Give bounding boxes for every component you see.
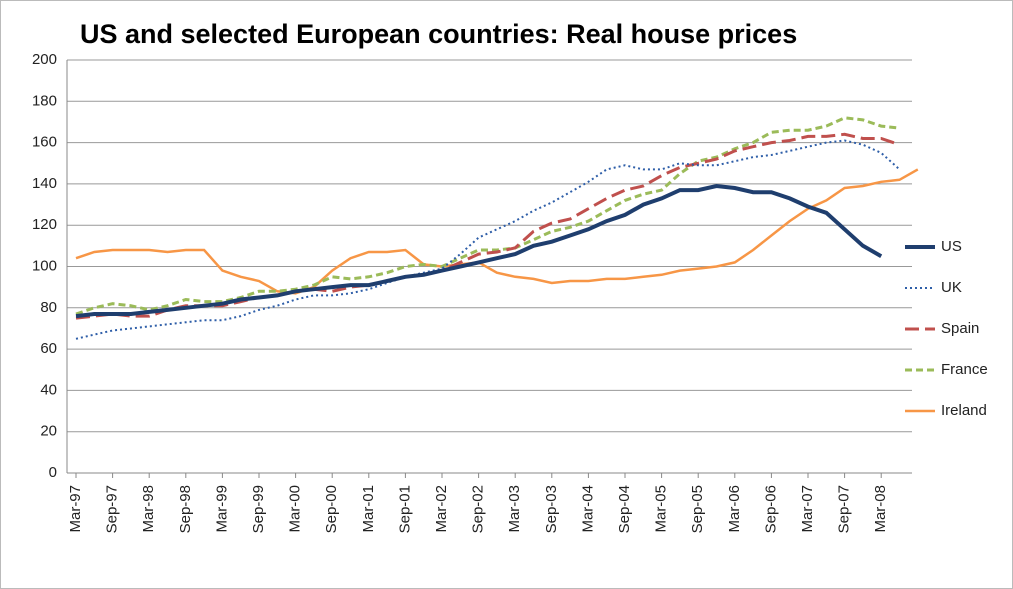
y-tick-label: 0 [49,464,57,481]
x-tick-label: Mar-97 [67,485,84,533]
y-tick-label: 160 [32,134,57,151]
x-tick-label: Mar-01 [360,485,377,533]
x-tick-label: Mar-05 [653,485,670,533]
x-tick-label: Sep-00 [323,485,340,533]
chart-title: US and selected European countries: Real… [80,19,797,49]
x-tick-label: Mar-08 [872,485,889,533]
x-tick-label: Sep-01 [396,485,413,533]
x-tick-label: Sep-04 [616,485,633,533]
y-tick-label: 140 [32,175,57,192]
series-line [75,139,901,340]
x-tick-label: Sep-07 [836,485,853,533]
x-tick-label: Mar-04 [579,485,596,533]
series-line [75,116,900,316]
series-line [75,168,919,295]
x-tick-label: Sep-02 [470,485,487,533]
legend-label: US [941,238,962,255]
y-tick-label: 120 [32,216,57,233]
x-tick-label: Mar-99 [213,485,230,533]
x-tick-label: Mar-02 [433,485,450,533]
x-tick-label: Sep-05 [689,485,706,533]
x-tick-label: Mar-98 [140,485,157,533]
y-tick-label: 200 [32,51,57,68]
legend-label: UK [941,279,962,296]
legend-label: France [941,361,988,378]
y-tick-label: 40 [40,381,57,398]
y-tick-label: 20 [40,423,57,440]
series-line [75,183,883,319]
x-tick-label: Sep-99 [250,485,267,533]
y-tick-label: 100 [32,257,57,274]
x-tick-label: Sep-03 [543,485,560,533]
y-tick-label: 80 [40,299,57,316]
x-tick-label: Mar-03 [506,485,523,533]
x-tick-label: Mar-00 [287,485,304,533]
series-line [75,132,900,320]
x-tick-label: Sep-06 [762,485,779,533]
legend-label: Spain [941,320,979,337]
x-tick-label: Sep-97 [104,485,121,533]
y-tick-label: 60 [40,340,57,357]
x-tick-label: Mar-07 [799,485,816,533]
x-tick-label: Mar-06 [726,485,743,533]
x-tick-label: Sep-98 [177,485,194,533]
y-tick-label: 180 [32,92,57,109]
legend-label: Ireland [941,402,987,419]
